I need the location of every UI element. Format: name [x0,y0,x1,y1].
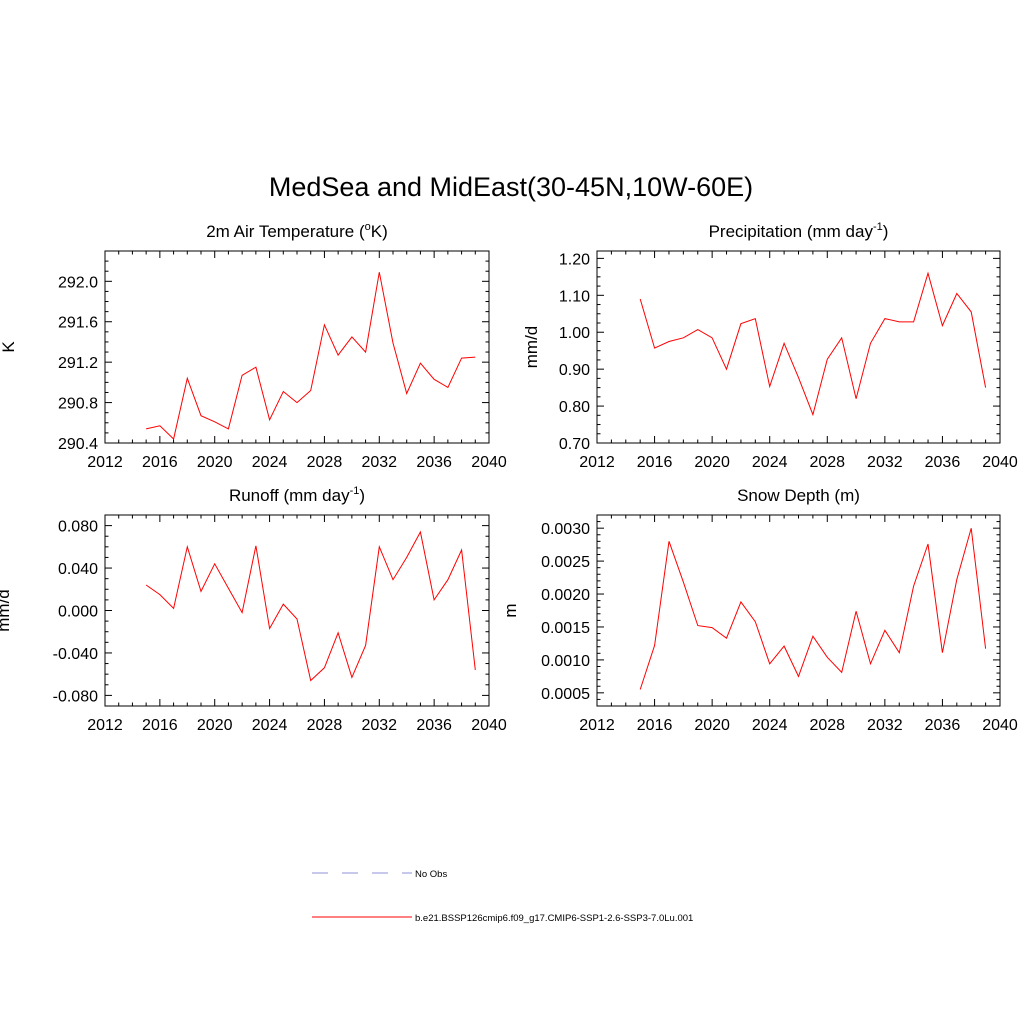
x-tick-label: 2040 [982,454,1018,471]
series-line [639,528,987,690]
x-tick-label: 2012 [87,717,123,734]
panel-title-superscript: o [365,221,371,233]
x-tick-label: 2020 [694,717,730,734]
x-tick-label: 2020 [694,454,730,471]
x-tick-label: 2016 [142,717,178,734]
y-tick-label: 0.0015 [541,620,590,637]
x-tick-label: 2040 [471,454,507,471]
panel-title: Runoff (mm day-1) [229,485,365,505]
panel-title-superscript: -1 [350,485,360,497]
x-tick-label: 2040 [471,717,507,734]
y-tick-label: 0.000 [58,604,98,621]
y-axis-label: mm/d [522,326,541,369]
y-tick-label: 0.0030 [541,521,590,538]
x-tick-label: 2028 [809,454,845,471]
panel-3: 2012 2016 2020 2024 2028 2032 2036 2040 -0.080 -0… [0,485,507,734]
x-tick-label: 2016 [637,717,673,734]
y-tick-label: 0.040 [58,561,98,578]
x-tick-label: 2012 [579,717,615,734]
x-tick-label: 2016 [142,454,178,471]
panel-4: 2012 2016 2020 2024 2028 2032 2036 2040 0.0005 0.… [501,486,1018,734]
y-tick-label: -0.040 [53,646,98,663]
plot-frame [104,514,490,707]
y-tick-label: 0.0025 [541,554,590,571]
x-tick-label: 2024 [252,454,288,471]
x-tick-label: 2032 [361,717,397,734]
plot-frame [104,250,490,444]
panel-title-suffix: ) [883,222,889,241]
series-line [145,272,476,440]
y-tick-label: 291.2 [58,355,98,372]
x-tick-label: 2036 [416,717,452,734]
y-tick-label: 290.4 [58,436,98,453]
legend-label-no-obs: No Obs [415,869,447,880]
y-axis-label: K [0,341,18,353]
x-tick-label: 2036 [416,454,452,471]
x-tick-label: 2020 [197,717,233,734]
y-axis-label: m [501,603,520,617]
panel-title-text: Runoff (mm day [229,486,350,505]
x-tick-label: 2028 [307,454,343,471]
series-line [639,271,987,417]
x-tick-label: 2024 [752,717,788,734]
legend-label-model: b.e21.BSSP126cmip6.f09_g17.CMIP6-SSP1-2.… [415,913,693,924]
legend: No Obs b.e21.BSSP126cmip6.f09_g17.CMIP6-… [312,869,693,924]
y-tick-label: 290.8 [58,396,98,413]
x-tick-label: 2024 [252,717,288,734]
x-tick-label: 2036 [925,717,961,734]
x-tick-label: 2032 [361,454,397,471]
x-tick-label: 2020 [197,454,233,471]
panel-title-text: 2m Air Temperature ( [206,222,365,241]
y-tick-label: 291.6 [58,315,98,332]
y-axis-label: mm/d [0,589,13,632]
x-tick-label: 2028 [307,717,343,734]
panel-title-suffix: ) [359,486,365,505]
x-tick-label: 2040 [982,717,1018,734]
y-tick-label: 0.080 [58,519,98,536]
y-tick-label: 0.0005 [541,686,590,703]
panel-title-superscript: -1 [873,221,883,233]
panel-title: Snow Depth (m) [737,486,860,505]
y-tick-label: 0.0010 [541,653,590,670]
y-tick-label: 0.70 [559,436,590,453]
figure-title: MedSea and MidEast(30-45N,10W-60E) [269,172,753,202]
y-tick-label: 292.0 [58,274,98,291]
y-tick-label: 1.10 [559,288,590,305]
x-tick-label: 2036 [925,454,961,471]
x-tick-label: 2016 [637,454,673,471]
x-tick-label: 2012 [579,454,615,471]
x-tick-label: 2028 [809,717,845,734]
panel-1: 2012 2016 2020 2024 2028 2032 2036 2040 290.4 290… [0,221,507,471]
y-tick-label: 0.90 [559,362,590,379]
y-tick-label: -0.080 [53,688,98,705]
panel-title: Precipitation (mm day-1) [709,221,889,241]
panels-group: 2012 2016 2020 2024 2028 2032 2036 2040 290.4 290… [0,221,1018,734]
panel-2: 2012 2016 2020 2024 2028 2032 2036 2040 0.70 0.80… [522,221,1018,471]
y-tick-label: 1.20 [559,251,590,268]
x-tick-label: 2032 [867,717,903,734]
panel-title: 2m Air Temperature (oK) [206,221,388,241]
series-line [145,530,476,682]
panel-title-text: Snow Depth (m) [737,486,860,505]
panel-title-text: Precipitation (mm day [709,222,874,241]
x-tick-label: 2012 [87,454,123,471]
y-tick-label: 0.80 [559,399,590,416]
y-tick-label: 0.0020 [541,587,590,604]
panel-title-suffix: K) [371,222,388,241]
x-tick-label: 2032 [867,454,903,471]
x-tick-label: 2024 [752,454,788,471]
y-tick-label: 1.00 [559,325,590,342]
